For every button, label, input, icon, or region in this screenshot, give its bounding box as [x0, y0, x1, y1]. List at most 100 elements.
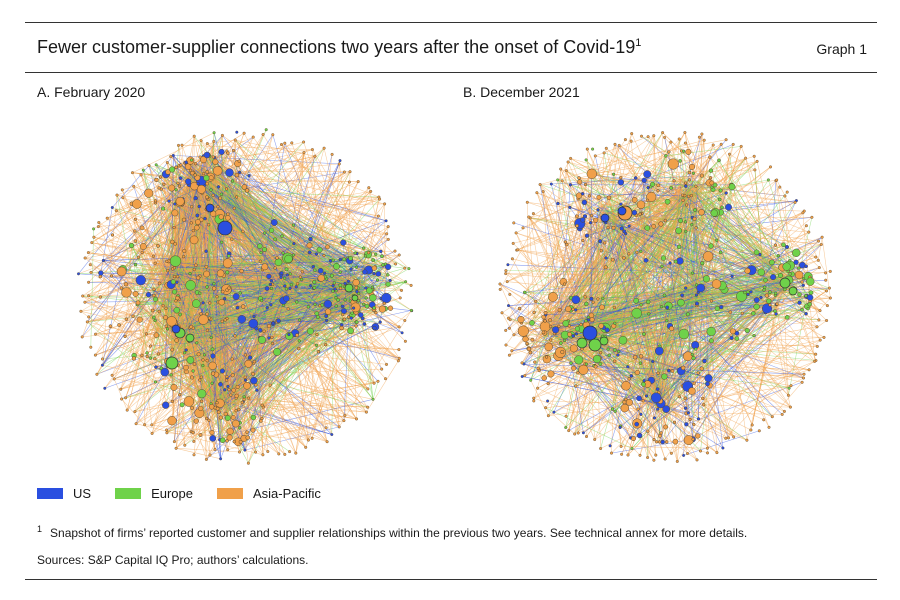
network-node	[191, 430, 195, 435]
network-edge	[237, 283, 281, 388]
network-edge	[207, 154, 369, 390]
network-edge	[135, 293, 153, 425]
network-node	[152, 315, 156, 320]
network-edge	[695, 192, 733, 277]
network-node	[306, 305, 311, 309]
network-node	[274, 258, 283, 267]
network-node	[196, 184, 206, 194]
network-node	[232, 293, 240, 300]
network-node	[121, 196, 125, 200]
network-edge	[600, 211, 789, 396]
network-edge	[225, 307, 375, 413]
network-node	[349, 267, 353, 271]
network-node	[219, 192, 224, 197]
network-node	[208, 361, 217, 370]
network-node	[190, 205, 194, 209]
network-edge	[594, 195, 692, 366]
network-node	[167, 199, 171, 203]
network-node	[211, 193, 215, 197]
network-node	[79, 309, 83, 313]
network-edge	[198, 354, 340, 428]
network-node	[189, 235, 199, 245]
network-node	[139, 243, 147, 250]
network-node	[212, 282, 216, 286]
network-node	[283, 141, 287, 145]
network-edge	[607, 189, 691, 228]
network-node	[235, 130, 239, 134]
network-node	[172, 225, 176, 230]
network-node	[192, 453, 196, 457]
network-node	[169, 255, 182, 267]
network-node	[331, 258, 335, 262]
network-node	[258, 335, 266, 344]
network-node	[372, 306, 376, 310]
network-node	[152, 293, 156, 298]
network-node	[225, 168, 234, 177]
network-edge	[364, 271, 387, 299]
network-edge	[170, 271, 342, 325]
network-edge	[104, 330, 265, 389]
network-node	[115, 193, 119, 197]
network-node	[323, 299, 333, 309]
network-edge	[548, 373, 805, 384]
network-edge	[173, 258, 214, 439]
network-hub-node	[351, 294, 359, 302]
network-node	[153, 199, 158, 203]
network-node	[288, 450, 292, 454]
network-node	[316, 246, 323, 253]
network-node	[212, 131, 216, 135]
network-node	[158, 175, 163, 179]
network-node	[93, 353, 97, 357]
network-node	[132, 184, 136, 188]
network-node	[362, 246, 366, 250]
network-node	[195, 213, 200, 218]
network-edge	[220, 399, 285, 455]
network-node	[295, 282, 300, 286]
network-edge	[165, 276, 178, 318]
network-node	[346, 315, 351, 319]
network-node	[131, 356, 137, 361]
panel-b-title: B. December 2021	[463, 84, 580, 100]
network-node	[266, 273, 272, 280]
network-edge	[665, 146, 742, 157]
network-node	[268, 227, 275, 233]
network-edge	[605, 190, 659, 328]
network-node	[239, 268, 244, 274]
network-node	[237, 450, 241, 454]
network-edge	[593, 215, 615, 342]
network-edge	[508, 218, 617, 319]
network-node	[181, 217, 187, 222]
network-edge	[206, 177, 218, 409]
network-edge	[87, 321, 174, 343]
network-node	[231, 419, 240, 428]
network-node	[366, 405, 370, 409]
network-node	[234, 195, 239, 199]
network-node	[264, 286, 270, 291]
network-node	[195, 219, 201, 225]
network-node	[153, 332, 160, 338]
network-node	[179, 402, 185, 408]
network-node	[233, 334, 237, 338]
network-node	[364, 303, 370, 309]
network-node	[193, 173, 197, 177]
network-edge	[253, 143, 286, 324]
network-node	[291, 223, 296, 227]
network-node	[174, 446, 178, 450]
network-node	[209, 335, 213, 340]
network-node	[135, 275, 146, 286]
network-node	[324, 318, 329, 323]
network-edge	[113, 378, 128, 411]
network-edge	[116, 210, 164, 268]
network-node	[352, 278, 360, 287]
network-node	[329, 273, 334, 278]
network-node	[397, 348, 401, 352]
network-node	[205, 195, 209, 200]
network-node	[139, 225, 145, 231]
network-node	[283, 452, 287, 456]
network-node	[385, 281, 391, 287]
network-node	[379, 249, 383, 254]
network-node	[211, 286, 217, 291]
network-node	[170, 279, 176, 285]
network-node	[110, 205, 114, 209]
network-node	[97, 220, 101, 224]
